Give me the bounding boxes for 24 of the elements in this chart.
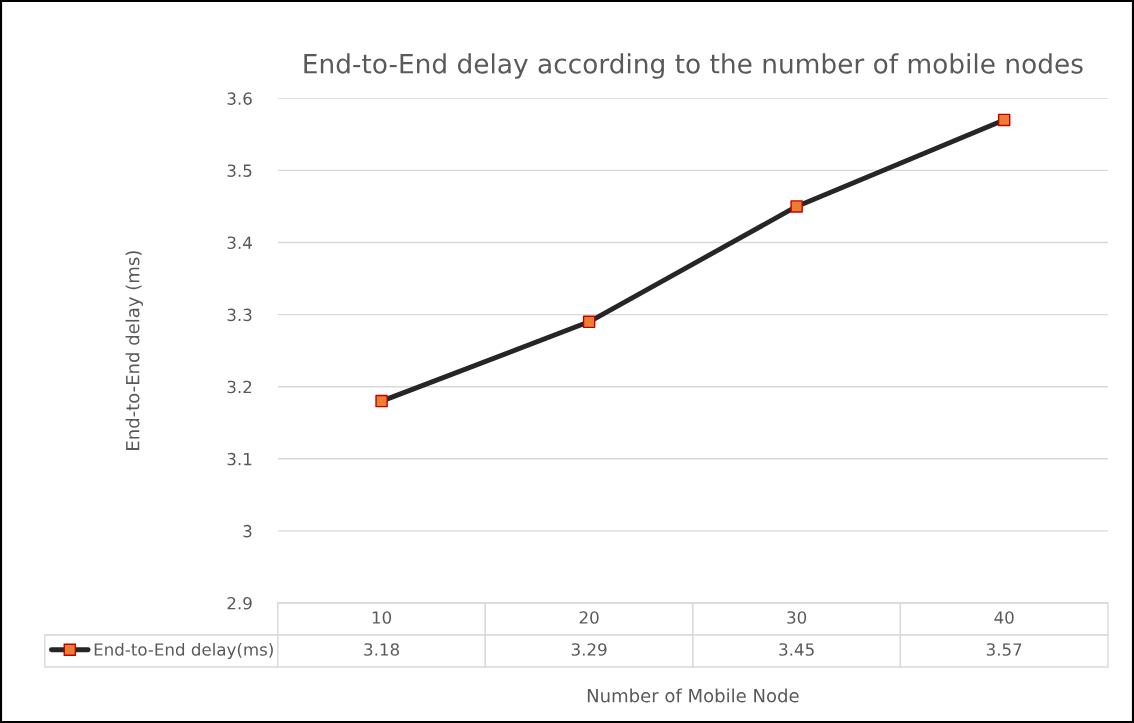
y-tick-label: 3.3: [227, 308, 252, 322]
x-tick-label: 30: [787, 611, 807, 624]
data-label: 3.18: [364, 643, 400, 656]
y-tick-label: 3.5: [227, 164, 252, 177]
data-label: 3.57: [986, 643, 1022, 656]
point: [375, 394, 388, 408]
y-tick-label: 2.9: [227, 596, 252, 610]
x-tick-label: 40: [994, 611, 1014, 624]
point: [997, 113, 1011, 127]
point: [582, 315, 596, 329]
legend-label: End-to-End delay(ms): [94, 642, 273, 660]
y-tick-label: 3.4: [227, 236, 252, 250]
point: [790, 200, 803, 213]
chart-title: End-to-End delay according to the number of mobile nodes: [304, 53, 1083, 79]
data-label: 3.45: [779, 643, 814, 656]
y-tick-label: 3.2: [227, 380, 252, 394]
data-label: 3.29: [571, 643, 607, 656]
y-tick-label: 3.6: [227, 92, 252, 105]
y-axis-title: End-to-End delay (ms): [125, 251, 143, 450]
y-tick-label: 3: [243, 524, 252, 538]
x-tick-label: 10: [372, 611, 392, 624]
x-tick-label: 20: [579, 611, 599, 624]
x-axis-title: Number of Mobile Node: [587, 688, 799, 703]
y-tick-label: 3.1: [227, 452, 252, 466]
